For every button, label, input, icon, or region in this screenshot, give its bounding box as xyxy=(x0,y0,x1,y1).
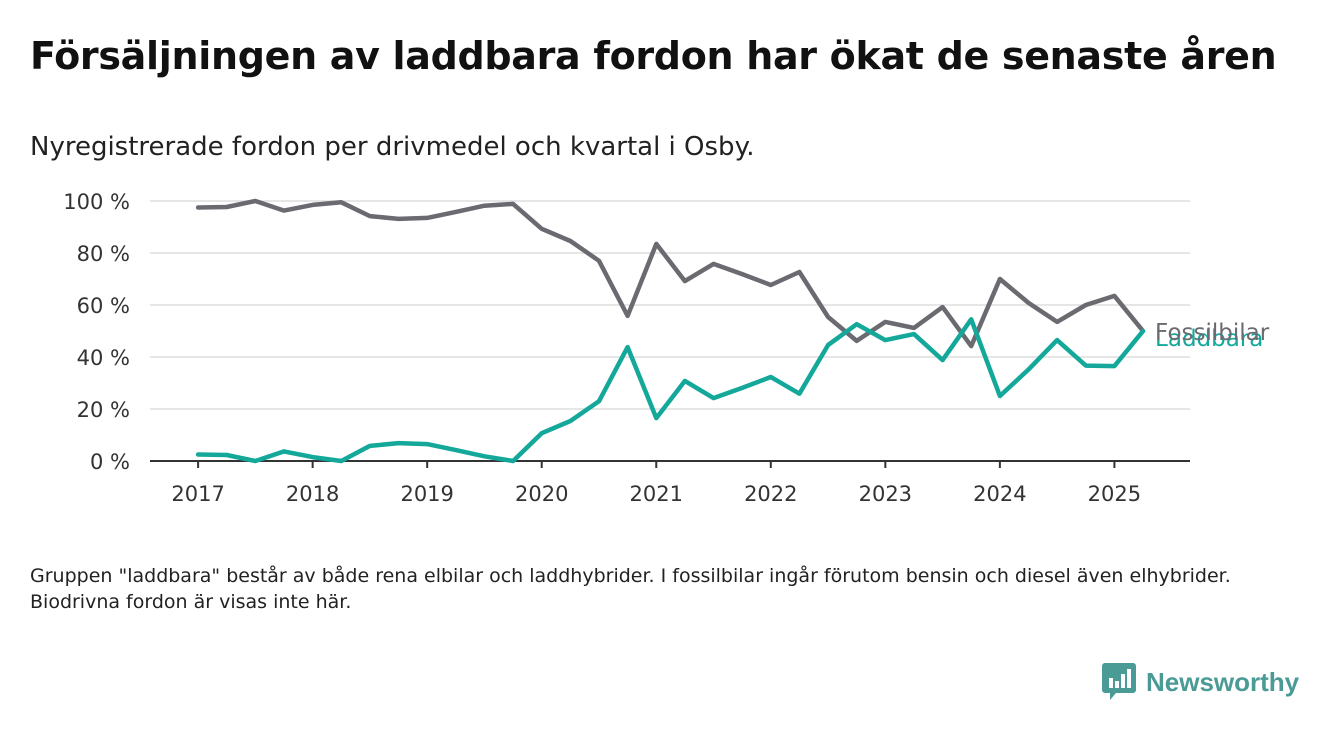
y-tick-label: 80 % xyxy=(77,242,130,266)
y-tick-label: 20 % xyxy=(77,398,130,422)
brand[interactable]: Newsworthy xyxy=(1102,662,1299,702)
y-axis: 0 % 20 % 40 % 60 % 80 % 100 % xyxy=(63,190,130,474)
series-label-fossilbilar: Fossilbilar xyxy=(1155,320,1270,346)
y-tick-label: 100 % xyxy=(63,190,130,214)
chart-subtitle: Nyregistrerade fordon per drivmedel och … xyxy=(30,132,755,162)
chart-title: Försäljningen av laddbara fordon har öka… xyxy=(30,34,1277,78)
x-tick-label: 2022 xyxy=(744,482,797,506)
series-line-fossilbilar xyxy=(195,198,1146,349)
x-tick-label: 2019 xyxy=(400,482,453,506)
y-tick-label: 0 % xyxy=(90,450,130,474)
brand-name: Newsworthy xyxy=(1146,666,1300,697)
footnote: Gruppen "laddbara" består av både rena e… xyxy=(30,565,1231,613)
series-label-laddbara: Laddbara xyxy=(1155,326,1263,352)
y-tick-label: 40 % xyxy=(77,346,130,370)
x-axis: 2017 2018 2019 2020 2021 2022 2023 2024 2025 xyxy=(150,460,1190,506)
series-lines xyxy=(195,198,1146,464)
newsworthy-logo-icon xyxy=(1102,663,1136,700)
x-tick-label: 2024 xyxy=(973,482,1026,506)
x-tick-label: 2018 xyxy=(286,482,339,506)
x-tick-label: 2025 xyxy=(1088,482,1141,506)
y-tick-label: 60 % xyxy=(77,294,130,318)
grid-lines xyxy=(150,200,1190,410)
x-tick-label: 2017 xyxy=(171,482,224,506)
x-tick-label: 2021 xyxy=(630,482,683,506)
x-tick-label: 2020 xyxy=(515,482,568,506)
series-line-laddbara xyxy=(195,317,1146,464)
x-tick-label: 2023 xyxy=(859,482,912,506)
